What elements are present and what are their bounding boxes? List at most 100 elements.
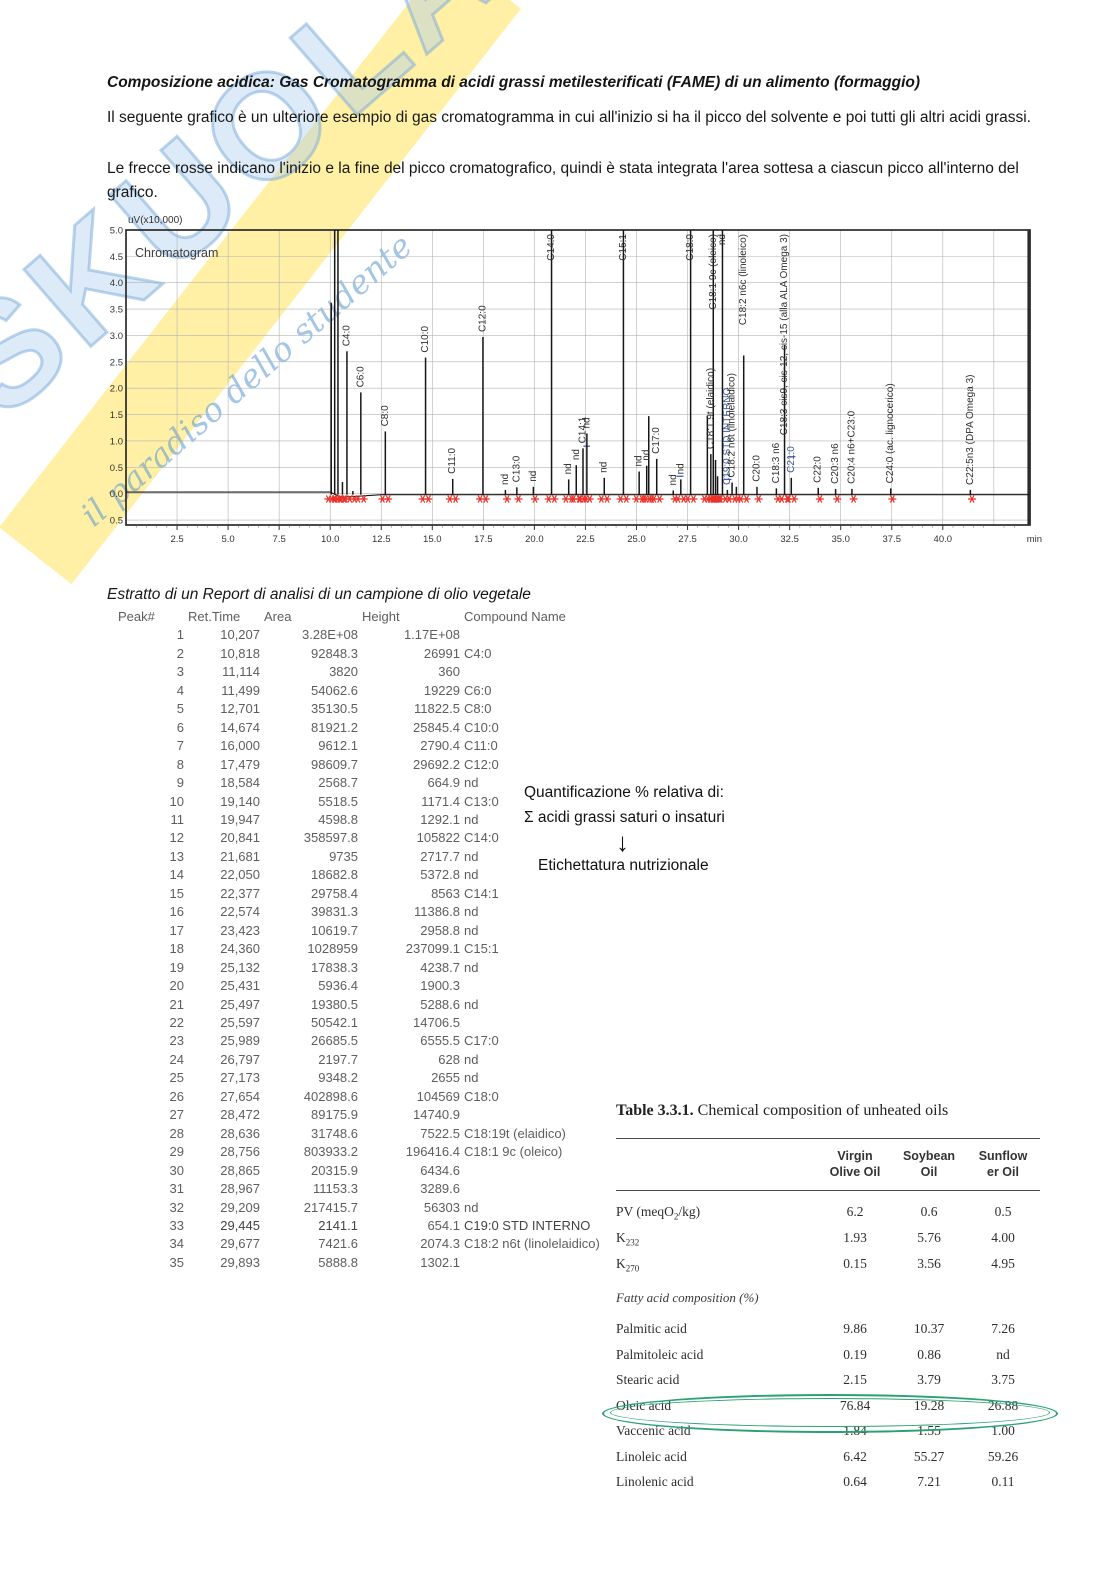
report-cell: 14706.5 bbox=[413, 1014, 460, 1030]
report-cell: nd bbox=[464, 848, 479, 864]
report-cell: 664.9 bbox=[427, 775, 460, 791]
report-cell: 8563 bbox=[431, 885, 460, 901]
integration-marks bbox=[583, 445, 796, 481]
report-row: 10 19,140 5518.5 1171.4 C13:0 bbox=[116, 793, 722, 811]
report-cell: 31 bbox=[169, 1181, 184, 1197]
report-cell: 20315.9 bbox=[311, 1162, 358, 1178]
report-cell: 26 bbox=[169, 1088, 184, 1104]
report-cell: 10,207 bbox=[220, 627, 260, 643]
peak-label: C19:0 STD INTERNO bbox=[722, 387, 733, 484]
peak-label: nd bbox=[563, 463, 574, 474]
report-cell: 21 bbox=[169, 996, 184, 1012]
report-cell: 19229 bbox=[423, 682, 460, 698]
report-cell: 18,584 bbox=[220, 775, 260, 791]
peak-label: C13:0 bbox=[511, 455, 522, 482]
report-cell: 18682.8 bbox=[311, 867, 358, 883]
report-cell: 2197.7 bbox=[318, 1051, 358, 1067]
x-tick-label: 10.0 bbox=[321, 534, 340, 545]
oils-row-label: K232 bbox=[616, 1230, 640, 1248]
oils-value: 10.37 bbox=[913, 1321, 945, 1337]
report-cell bbox=[462, 663, 722, 681]
report-cell: 56303 bbox=[423, 1199, 460, 1215]
oils-value: 7.26 bbox=[991, 1321, 1015, 1337]
report-cell: nd bbox=[464, 775, 479, 791]
peak-label: C18:1 9t (elaidico) bbox=[705, 368, 716, 449]
oils-row-label: K270 bbox=[616, 1256, 640, 1274]
peak-label: nd bbox=[528, 471, 539, 482]
table-rule-mid bbox=[616, 1190, 1040, 1192]
oils-value: 0.64 bbox=[843, 1474, 867, 1490]
peak-label: C22:5n3 (DPA Omega 3) bbox=[965, 375, 976, 485]
peak-label: C15:1 bbox=[618, 234, 629, 261]
annotation-block: Quantificazione % relativa di: Σ acidi g… bbox=[524, 780, 814, 878]
report-cell: C13:0 bbox=[464, 793, 499, 809]
oils-value: 1.84 bbox=[843, 1423, 867, 1439]
report-row: 31 28,967 11153.3 3289.6 bbox=[116, 1180, 722, 1198]
oils-section-heading: Fatty acid composition (%) bbox=[616, 1290, 759, 1306]
report-cell: 27 bbox=[169, 1107, 184, 1123]
report-cell: 54062.6 bbox=[311, 682, 358, 698]
report-row: 15 22,377 29758.4 8563 C14:1 bbox=[116, 885, 722, 903]
page-title: Composizione acidica: Gas Cromatogramma … bbox=[107, 74, 921, 91]
report-row: 12 20,841 358597.8 105822 C14:0 bbox=[116, 829, 722, 847]
report-cell: 19380.5 bbox=[311, 996, 358, 1012]
oils-value: 55.27 bbox=[913, 1448, 945, 1464]
report-header-row: Peak# Ret.Time Area Height Compound Name bbox=[116, 608, 722, 626]
red-star-marker bbox=[531, 495, 540, 503]
peak-label: C20:3 n6 bbox=[830, 443, 841, 484]
red-star-marker bbox=[849, 495, 858, 503]
report-row: 14 22,050 18682.8 5372.8 nd bbox=[116, 866, 722, 884]
report-row: 33 29,445 2141.1 654.1 C19:0 STD INTERNO bbox=[116, 1217, 722, 1235]
y-tick-label: 1.5 bbox=[110, 410, 123, 421]
report-cell: 2 bbox=[176, 645, 184, 661]
x-tick-label: 17.5 bbox=[474, 534, 493, 545]
axis-labels: 5.0 4.5 4.0 3.5 3.0 2.5 2.0 1.5 1.0 0.5 0.0 -0.5 2.5… bbox=[107, 215, 1042, 545]
oils-value: nd bbox=[996, 1346, 1010, 1362]
red-star-marker bbox=[742, 495, 751, 503]
oils-fatty-rows: Palmitic acid 9.86 10.37 7.26 Palmitoleic ac… bbox=[616, 1316, 1040, 1495]
report-cell: 25,497 bbox=[220, 996, 260, 1012]
peak-label: C11:0 bbox=[447, 448, 458, 474]
x-tick-label: 2.5 bbox=[170, 534, 183, 545]
report-cell: 1292.1 bbox=[420, 811, 460, 827]
x-tick-label: 37.5 bbox=[883, 534, 902, 545]
peak-label: nd bbox=[641, 450, 652, 461]
table-rule-top bbox=[616, 1137, 1040, 1139]
report-cell: 16 bbox=[169, 904, 184, 920]
report-cell: nd bbox=[464, 904, 479, 920]
report-cell: 25,431 bbox=[220, 978, 260, 994]
report-row: 7 16,000 9612.1 2790.4 C11:0 bbox=[116, 737, 722, 755]
oils-value: 3.75 bbox=[991, 1372, 1015, 1388]
report-cell: 2717.7 bbox=[420, 848, 460, 864]
red-star-marker bbox=[550, 495, 559, 503]
oils-row: Stearic acid 2.15 3.79 3.75 bbox=[616, 1367, 1040, 1393]
report-cell: 25,132 bbox=[220, 959, 260, 975]
report-cell: 105822 bbox=[416, 830, 460, 846]
report-column-header: Height bbox=[362, 609, 400, 624]
report-cell: 26685.5 bbox=[311, 1033, 358, 1049]
report-cell: 5518.5 bbox=[318, 793, 358, 809]
report-cell: 35130.5 bbox=[311, 701, 358, 717]
report-cell: 11,114 bbox=[222, 664, 260, 680]
red-star-marker bbox=[754, 495, 763, 503]
report-cell: 402898.6 bbox=[303, 1088, 358, 1104]
report-row: 4 11,499 54062.6 19229 C6:0 bbox=[116, 682, 722, 700]
report-cell: 2958.8 bbox=[420, 922, 460, 938]
y-tick-label: 5.0 bbox=[110, 226, 123, 237]
report-cell: 11822.5 bbox=[413, 701, 460, 717]
report-cell: 12,701 bbox=[220, 701, 260, 717]
report-cell: 22,377 bbox=[220, 885, 260, 901]
report-cell: 25 bbox=[169, 1070, 184, 1086]
report-cell bbox=[462, 626, 722, 644]
report-cell: 25,597 bbox=[220, 1014, 260, 1030]
report-cell: 9348.2 bbox=[318, 1070, 358, 1086]
report-cell: 6434.6 bbox=[420, 1162, 460, 1178]
report-cell: C19:0 STD INTERNO bbox=[464, 1217, 591, 1233]
oils-row-label: Palmitic acid bbox=[616, 1321, 687, 1337]
report-cell: C8:0 bbox=[464, 701, 492, 717]
report-cell: 24,360 bbox=[220, 941, 260, 957]
red-star-marker bbox=[359, 495, 368, 503]
report-row: 30 28,865 20315.9 6434.6 bbox=[116, 1162, 722, 1180]
oils-value: 5.76 bbox=[917, 1230, 941, 1246]
